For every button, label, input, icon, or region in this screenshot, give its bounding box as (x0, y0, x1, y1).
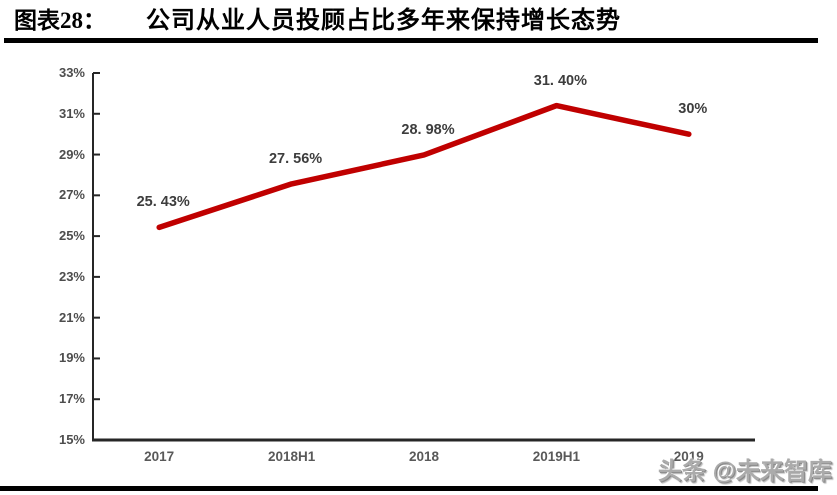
x-axis-tick-label: 2019 (673, 449, 704, 464)
y-axis-tick-label: 23% (58, 268, 85, 284)
data-point-label: 27. 56% (268, 150, 323, 167)
x-axis-tick-label: 2017 (144, 449, 175, 464)
data-point-label: 30% (678, 101, 708, 118)
x-axis-tick-label: 2018 (408, 449, 440, 464)
watermark-text: 头条 @未来智库 (657, 458, 832, 485)
x-axis-tick-label: 2018H1 (267, 449, 316, 464)
x-axis-tick-label: 2019H1 (532, 449, 581, 464)
data-point-label: 25. 43% (136, 194, 190, 211)
figure-number-label: 图表28： (14, 8, 106, 33)
figure-header: 图表28： 公司从业人员投顾占比多年来保持增长态势 (14, 6, 621, 36)
data-point-label: 31. 40% (533, 72, 587, 89)
chart-title: 公司从业人员投顾占比多年来保持增长态势 (146, 8, 621, 34)
title-divider-rule (4, 38, 818, 43)
y-axis-tick-label: 31% (58, 105, 85, 121)
y-axis-tick-label: 19% (58, 350, 85, 366)
y-axis-tick-label: 29% (58, 146, 85, 162)
y-axis-tick-label: 27% (58, 187, 85, 203)
y-axis-tick-label: 33% (58, 65, 85, 80)
y-axis-tick-label: 17% (58, 391, 85, 407)
y-axis-tick-label: 25% (58, 228, 85, 244)
y-axis-tick-label: 21% (58, 309, 85, 325)
data-point-label: 28. 98% (401, 121, 455, 138)
footer-rule (0, 486, 818, 491)
y-axis-tick-label: 15% (58, 432, 85, 447)
